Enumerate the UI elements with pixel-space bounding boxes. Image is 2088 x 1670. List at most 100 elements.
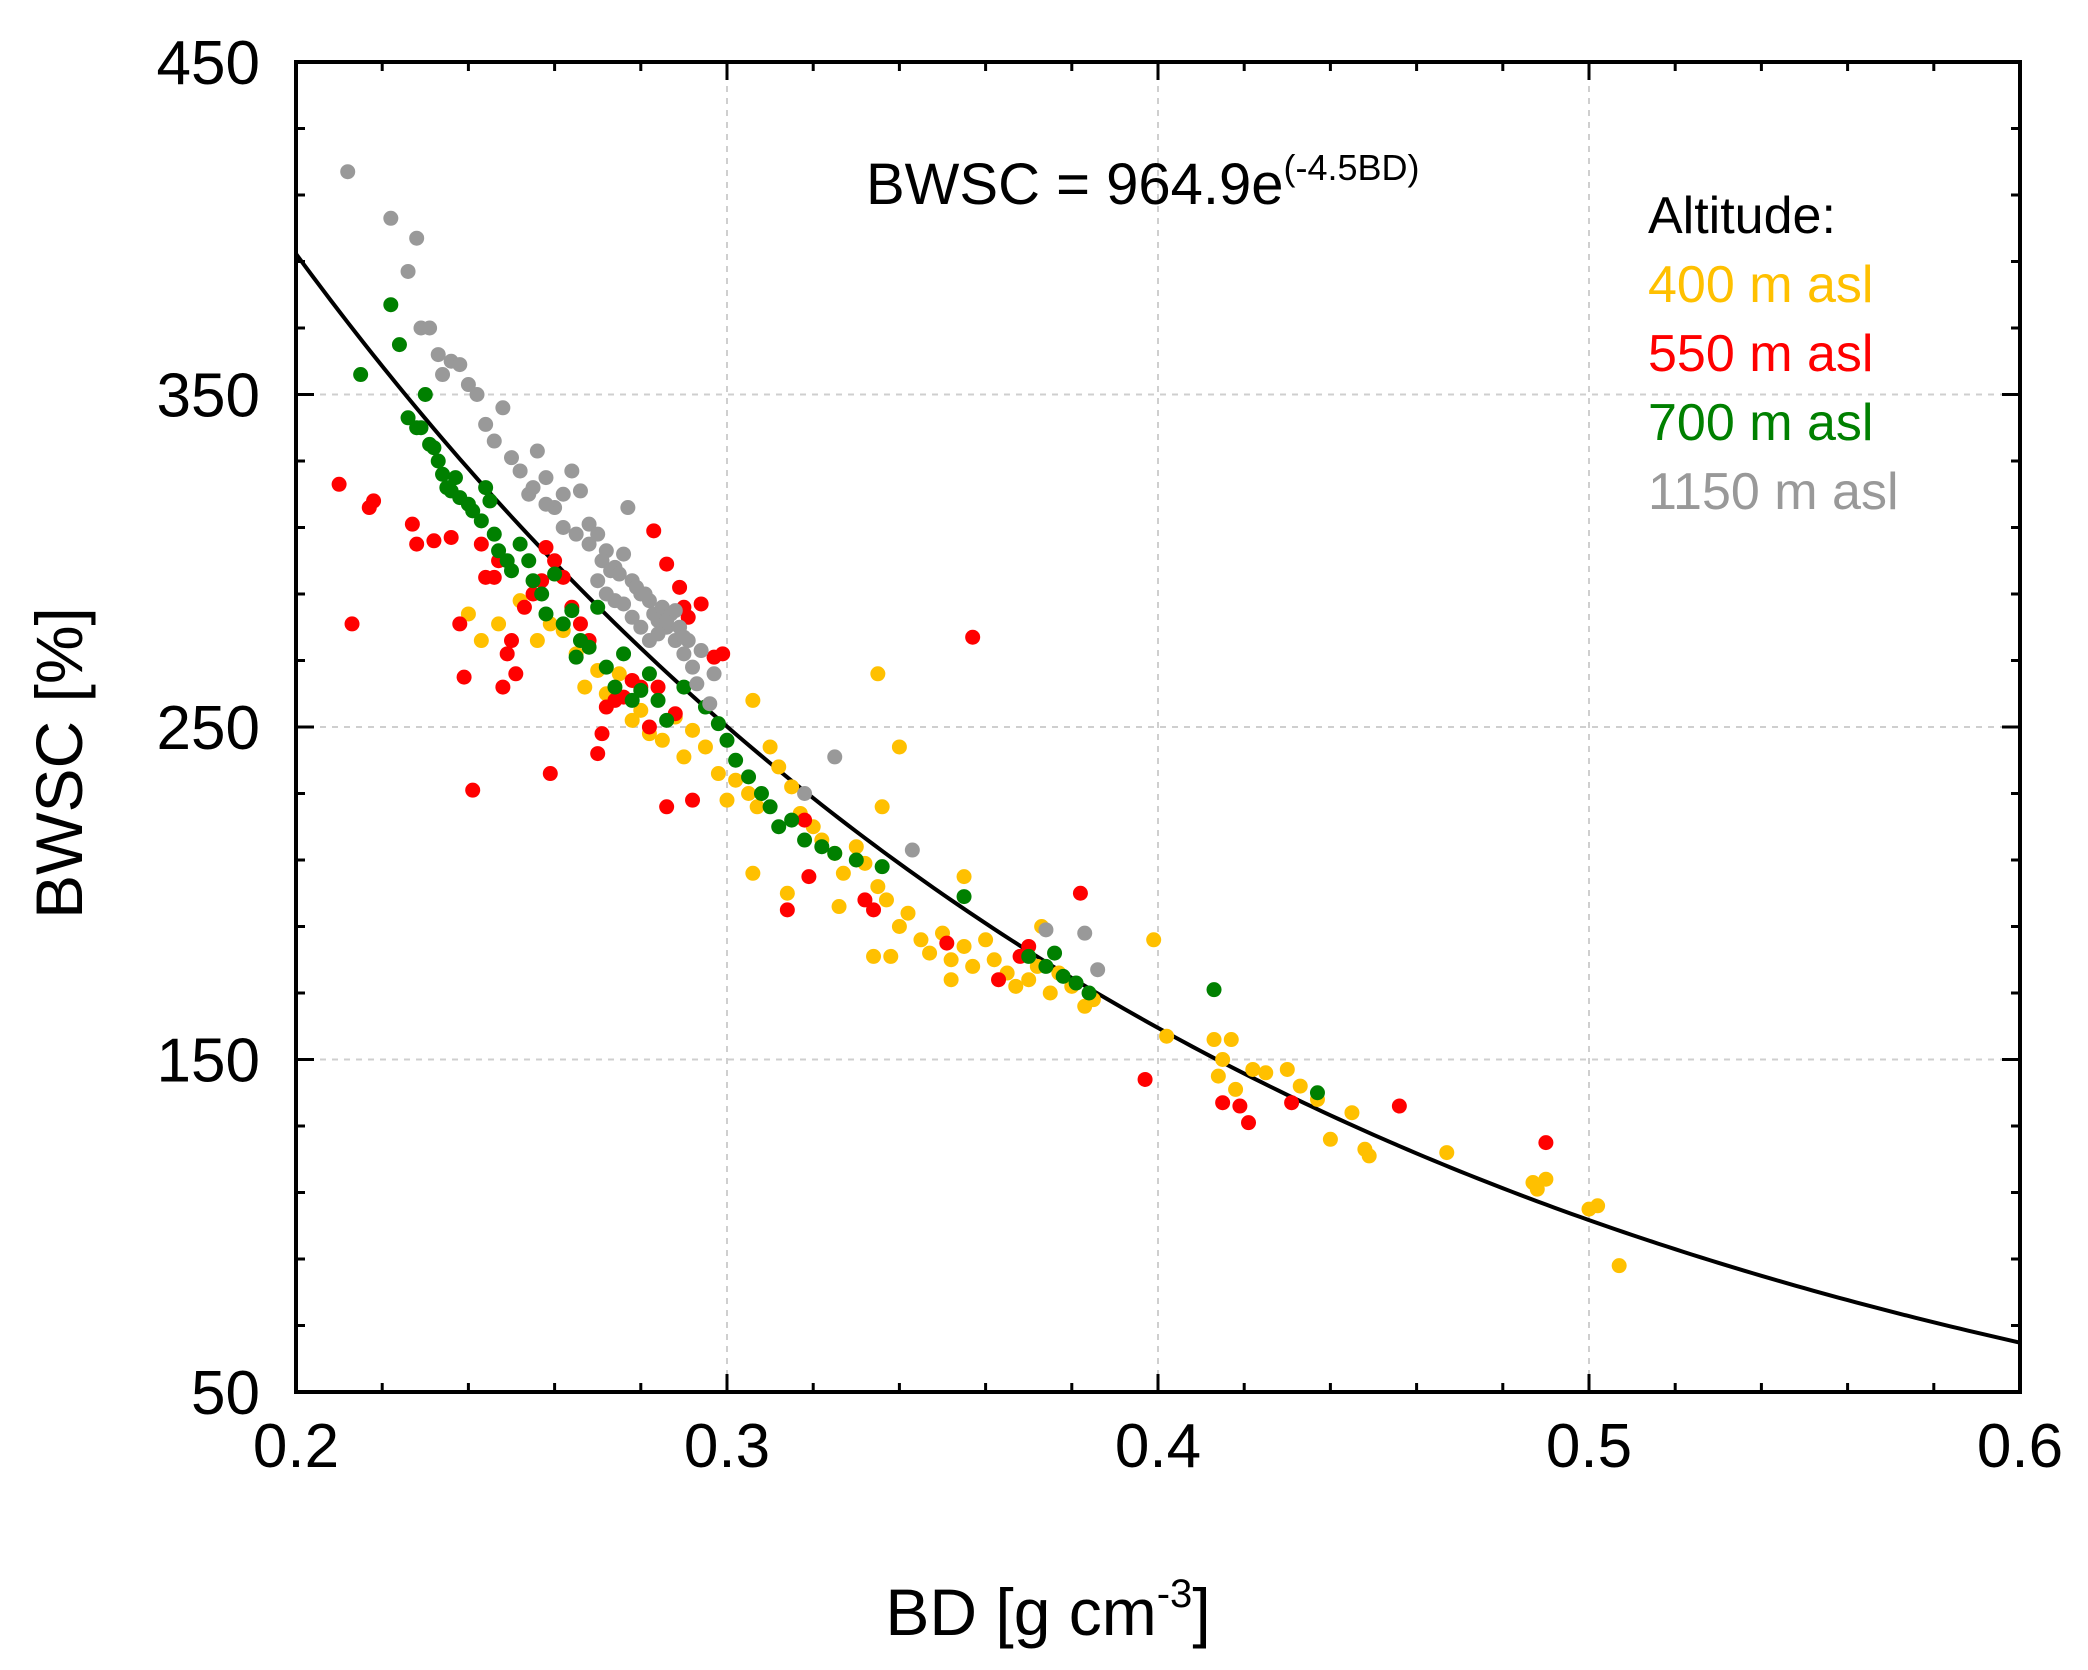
data-point [827, 845, 843, 861]
data-point [965, 629, 981, 645]
data-point [943, 952, 959, 968]
data-point [473, 536, 489, 552]
data-point [611, 666, 627, 682]
legend-entry-1150: 1150 m asl [1648, 463, 1899, 521]
data-point [1038, 922, 1054, 938]
data-point [616, 546, 632, 562]
data-point [1042, 985, 1058, 1001]
data-point [465, 782, 481, 798]
series-550-m-asl [331, 476, 1554, 1151]
data-point [1068, 975, 1084, 991]
data-point [633, 702, 649, 718]
data-point [447, 470, 463, 486]
data-point [409, 230, 425, 246]
data-point [469, 387, 485, 402]
data-point [404, 516, 420, 532]
legend-entry-700: 700 m asl [1648, 394, 1873, 452]
data-point [590, 526, 606, 542]
data-point [486, 433, 502, 449]
data-points [331, 164, 1627, 1274]
data-point [391, 337, 407, 353]
data-point [848, 852, 864, 868]
data-point [797, 812, 813, 828]
data-point [1137, 1071, 1153, 1087]
data-point [741, 769, 757, 785]
data-point [719, 792, 735, 808]
data-point [426, 440, 442, 456]
data-point [1055, 968, 1071, 984]
data-point [650, 692, 666, 708]
data-point [1228, 1081, 1244, 1097]
data-point [1021, 948, 1037, 964]
data-point [745, 692, 761, 708]
series-1150-m-asl [340, 164, 1106, 978]
data-point [435, 466, 451, 482]
data-point [956, 889, 972, 905]
y-tick-label: 450 [157, 29, 260, 98]
data-point [1439, 1145, 1455, 1161]
data-point [417, 387, 433, 402]
data-point [939, 935, 955, 951]
data-point [581, 516, 597, 532]
data-point [504, 450, 519, 466]
data-point [745, 865, 761, 881]
data-point [529, 443, 545, 459]
data-point [465, 503, 481, 519]
data-point [400, 410, 416, 426]
data-point [478, 480, 494, 496]
plot-frame [294, 60, 2022, 1394]
data-point [771, 759, 787, 775]
data-point [590, 573, 606, 589]
data-point [1047, 945, 1063, 961]
data-point [749, 799, 765, 815]
data-point [460, 377, 476, 393]
data-point [866, 902, 882, 918]
data-point [594, 553, 610, 569]
data-point [676, 646, 692, 662]
data-point [943, 972, 959, 988]
data-point [797, 786, 813, 801]
data-point [762, 739, 778, 755]
data-point [866, 948, 882, 964]
data-point [624, 692, 640, 708]
x-tick-label: 0.6 [1977, 1412, 2063, 1481]
data-point [1258, 1065, 1274, 1081]
data-point [779, 902, 795, 918]
data-point [672, 579, 688, 595]
data-point [482, 493, 498, 509]
fit-curve [294, 252, 2021, 1345]
data-point [762, 799, 778, 815]
data-point [1090, 962, 1106, 978]
data-point [473, 513, 489, 529]
legend: Altitude: 400 m asl 550 m asl 700 m asl … [1648, 187, 1899, 521]
data-point [637, 586, 653, 602]
data-point [568, 526, 584, 542]
x-tick-label: 0.5 [1546, 1412, 1632, 1481]
data-point [1215, 1052, 1231, 1067]
data-point [728, 752, 744, 768]
data-point [891, 739, 907, 755]
data-point [697, 739, 713, 755]
data-point [891, 919, 907, 934]
data-point [452, 616, 468, 632]
data-point [538, 470, 554, 486]
data-point [616, 596, 632, 612]
tick-labels: 0.2 0.3 0.4 0.5 0.6 50 150 250 350 450 [157, 29, 2064, 1481]
data-point [814, 839, 830, 855]
data-point [654, 732, 670, 748]
data-point [430, 453, 446, 469]
data-point [685, 722, 701, 738]
data-point [491, 543, 507, 559]
data-point [344, 616, 360, 632]
data-point [848, 839, 864, 855]
data-point [650, 679, 666, 695]
data-point [874, 799, 890, 815]
data-point [1206, 1032, 1222, 1048]
data-point [913, 932, 929, 948]
data-point [568, 649, 584, 665]
data-point [784, 812, 800, 828]
data-point [1223, 1032, 1239, 1048]
data-point [715, 646, 731, 662]
data-point [956, 938, 972, 954]
data-point [904, 842, 920, 858]
